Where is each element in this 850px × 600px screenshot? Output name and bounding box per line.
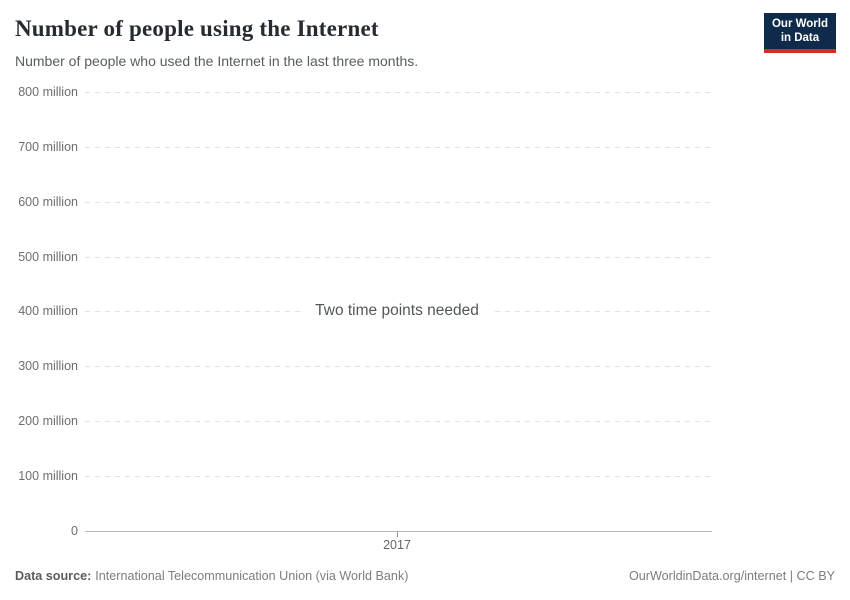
y-axis-tick-label: 500 million	[18, 250, 78, 264]
chart-subtitle: Number of people who used the Internet i…	[15, 53, 419, 69]
data-source: Data source: International Telecommunicat…	[15, 568, 408, 584]
gridline	[85, 257, 712, 258]
owid-logo-line2: in Data	[780, 31, 820, 44]
gridline	[85, 92, 712, 93]
gridline	[85, 366, 712, 367]
x-axis-line	[85, 531, 712, 532]
gridline	[85, 421, 712, 422]
data-source-label: Data source:	[15, 569, 92, 583]
y-axis-tick-label: 200 million	[18, 414, 78, 428]
y-axis-tick-label: 800 million	[18, 85, 78, 99]
page-title: Number of people using the Internet	[15, 16, 379, 41]
empty-state-message: Two time points needed	[303, 300, 491, 322]
gridline	[85, 202, 712, 203]
owid-logo[interactable]: Our World in Data	[763, 13, 836, 53]
y-axis-tick-label: 100 million	[18, 469, 78, 483]
y-axis-tick-label: 400 million	[18, 304, 78, 318]
x-axis-tick-mark	[397, 531, 398, 537]
y-axis-tick-label: 700 million	[18, 140, 78, 154]
gridline	[85, 476, 712, 477]
y-axis-tick-label: 600 million	[18, 195, 78, 209]
gridline	[85, 147, 712, 148]
x-axis-tick-label: 2017	[383, 538, 411, 552]
y-axis-tick-label: 300 million	[18, 359, 78, 373]
chart-footer: Data source: International Telecommunicat…	[15, 568, 835, 584]
footer-citation-link[interactable]: OurWorldinData.org/internet | CC BY	[628, 569, 835, 583]
owid-logo-line1: Our World	[771, 18, 828, 30]
y-axis-tick-label: 0	[71, 524, 78, 538]
data-source-value: International Telecommunication Union (v…	[95, 569, 409, 583]
